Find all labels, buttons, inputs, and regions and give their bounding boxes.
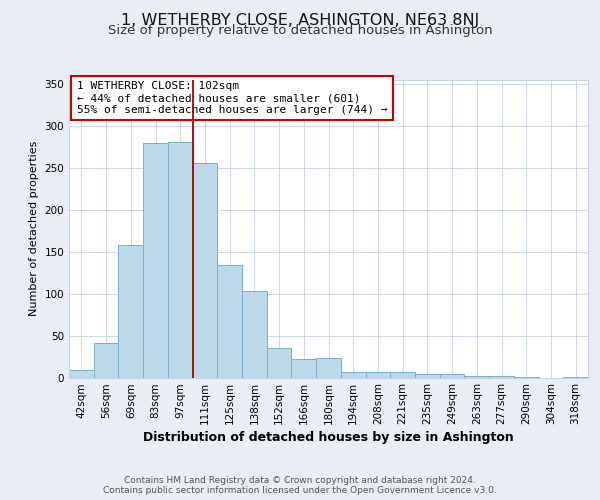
Bar — [193, 163, 217, 378]
Bar — [316, 358, 341, 378]
Bar — [514, 376, 539, 378]
Bar — [143, 143, 168, 378]
X-axis label: Distribution of detached houses by size in Ashington: Distribution of detached houses by size … — [143, 432, 514, 444]
Bar — [464, 376, 489, 378]
Bar — [94, 343, 118, 378]
Text: 1, WETHERBY CLOSE, ASHINGTON, NE63 8NJ: 1, WETHERBY CLOSE, ASHINGTON, NE63 8NJ — [121, 12, 479, 28]
Bar — [217, 265, 242, 378]
Y-axis label: Number of detached properties: Number of detached properties — [29, 141, 39, 316]
Bar — [563, 376, 588, 378]
Text: Contains HM Land Registry data © Crown copyright and database right 2024.
Contai: Contains HM Land Registry data © Crown c… — [103, 476, 497, 495]
Bar — [390, 372, 415, 378]
Bar — [242, 291, 267, 378]
Bar — [341, 372, 365, 378]
Bar — [69, 370, 94, 378]
Bar — [415, 374, 440, 378]
Bar — [267, 348, 292, 378]
Bar — [489, 376, 514, 378]
Text: Size of property relative to detached houses in Ashington: Size of property relative to detached ho… — [107, 24, 493, 37]
Bar — [168, 142, 193, 378]
Bar — [440, 374, 464, 378]
Text: 1 WETHERBY CLOSE: 102sqm
← 44% of detached houses are smaller (601)
55% of semi-: 1 WETHERBY CLOSE: 102sqm ← 44% of detach… — [77, 82, 387, 114]
Bar — [118, 245, 143, 378]
Bar — [365, 372, 390, 378]
Bar — [292, 359, 316, 378]
